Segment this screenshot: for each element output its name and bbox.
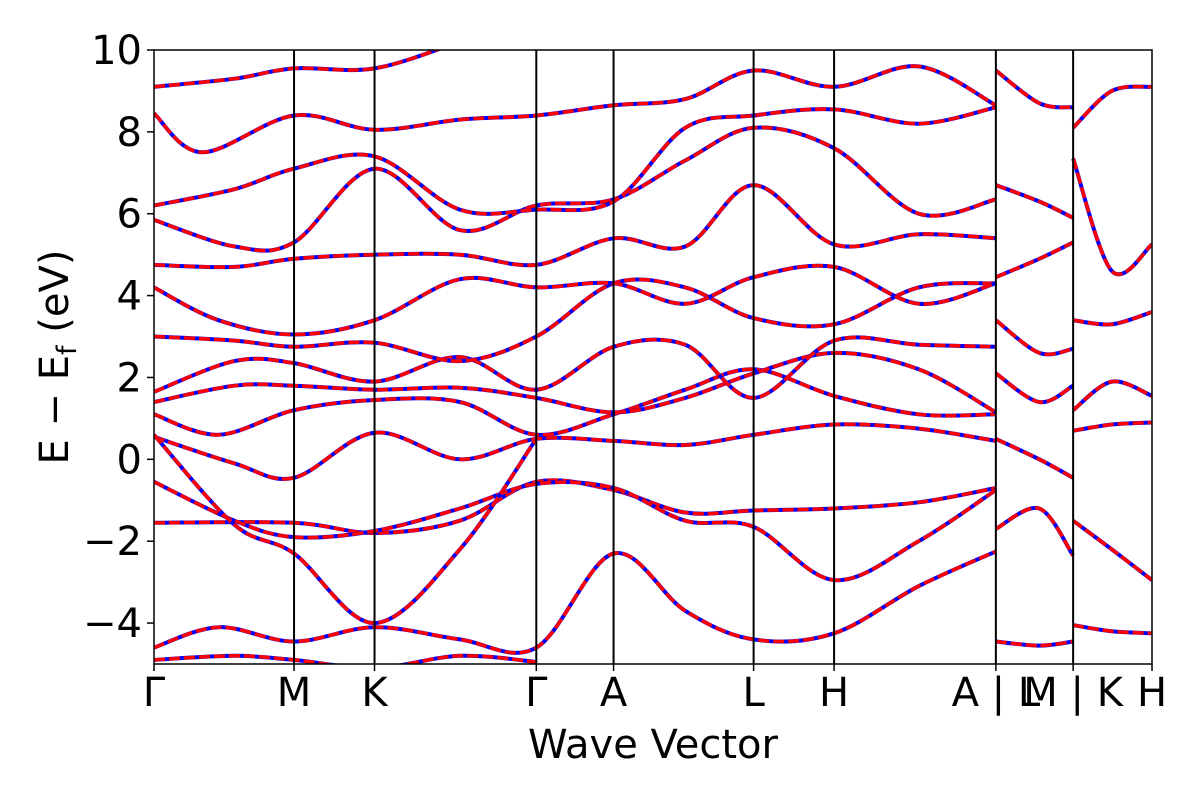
band-31-blue	[1071, 84, 1152, 130]
band-1-red	[154, 549, 997, 655]
band-10-blue	[154, 277, 997, 364]
band-4-red	[154, 480, 997, 582]
plot-frame	[153, 49, 1153, 665]
band-24-red	[994, 69, 1074, 110]
y-tick-label: 6	[117, 192, 142, 238]
kpoint-lines	[293, 50, 1075, 664]
x-tick-label: A | L	[952, 670, 1041, 716]
band-31-red	[1071, 84, 1152, 130]
band-3-blue	[154, 478, 997, 536]
y-axis-label: E − Ef (eV)	[32, 250, 83, 465]
band-15-red	[154, 64, 997, 155]
x-tick-label: A	[600, 670, 628, 716]
band-28-blue	[1071, 379, 1152, 412]
band-4-blue	[154, 480, 998, 583]
band-5-red	[154, 422, 997, 481]
band-1-blue	[154, 549, 997, 655]
x-tick-label: K	[361, 670, 389, 716]
y-tick-label: 10	[91, 28, 142, 74]
band-27-red	[1072, 420, 1152, 433]
band-14-blue	[154, 105, 997, 216]
y-axis-label-sub: f	[52, 344, 83, 355]
x-axis: Γ M K Γ A L H A | LM | K H	[143, 664, 1167, 716]
x-tick-label: M | K	[1023, 670, 1124, 716]
band-23-blue	[995, 183, 1074, 220]
band-19-blue	[995, 437, 1075, 480]
band-6-red	[154, 433, 538, 625]
band-22-blue	[995, 240, 1074, 280]
band-7-red	[154, 367, 996, 437]
x-tick-label: H	[1137, 670, 1167, 716]
band-20-red	[994, 371, 1075, 404]
band-9-red	[154, 335, 996, 400]
x-tick-label: Γ	[525, 670, 548, 716]
y-tick-label: 0	[117, 437, 142, 483]
band-16-red	[154, 50, 442, 89]
x-axis-label: Wave Vector	[528, 722, 779, 768]
y-axis-label-main: E − E	[32, 355, 78, 465]
band-25-red	[1072, 623, 1152, 636]
y-tick-label: 8	[117, 110, 142, 156]
band-20-blue	[994, 371, 1075, 405]
y-tick-label: 4	[117, 274, 142, 320]
band-23-red	[995, 183, 1074, 220]
y-axis: −4 −2 0 2 4 6 8 10	[83, 28, 154, 647]
band-22-red	[995, 240, 1074, 279]
y-axis-label-unit: (eV)	[32, 250, 78, 346]
band-26-red	[1072, 519, 1152, 582]
band-16-blue	[154, 50, 443, 89]
y-tick-label: −4	[83, 601, 142, 647]
band-10-red	[154, 277, 996, 363]
band-11-red	[154, 263, 997, 337]
x-tick-label: H	[819, 670, 849, 716]
band-8-red	[154, 351, 997, 415]
band-12-red	[154, 183, 996, 269]
band-29-red	[1072, 310, 1152, 327]
x-tick-label: Γ	[143, 670, 166, 716]
band-13-red	[154, 125, 997, 253]
band-17-red	[995, 639, 1074, 648]
bands-layer	[154, 50, 1152, 664]
band-5-blue	[154, 422, 997, 481]
band-18-red	[995, 506, 1075, 557]
band-13-blue	[154, 125, 997, 253]
x-tick-label: M	[277, 670, 312, 716]
y-tick-label: −2	[83, 519, 142, 565]
band-12-blue	[154, 183, 997, 270]
band-2-blue	[154, 653, 537, 664]
y-tick-label: 2	[117, 355, 142, 401]
band-21-red	[994, 318, 1074, 357]
band-14-red	[154, 105, 997, 216]
band-28-red	[1071, 379, 1152, 412]
band-11-blue	[154, 263, 997, 337]
band-30-red	[1071, 157, 1152, 276]
band-19-red	[995, 437, 1074, 480]
x-tick-label: L	[742, 670, 765, 716]
